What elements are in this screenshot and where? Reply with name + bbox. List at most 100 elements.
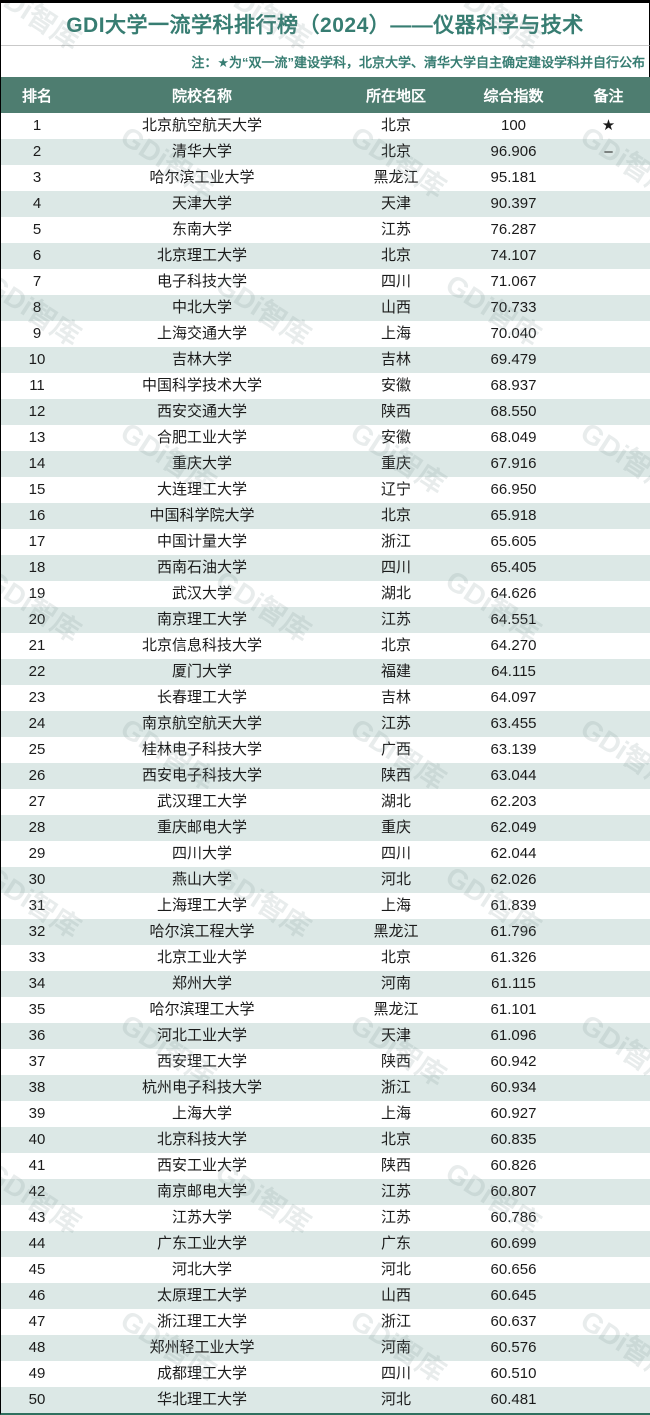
university-name-cell: 南京理工大学 (156, 611, 247, 628)
region-cell: 上海 (380, 325, 411, 342)
region-cell: 江苏 (380, 1183, 411, 1200)
note-cell (566, 919, 650, 945)
note-cell (566, 1309, 650, 1335)
note-cell (566, 1101, 650, 1127)
region-cell: 北京 (380, 117, 411, 134)
note-cell (566, 321, 650, 347)
table-row: 39 上海大学 上海 60.927 (1, 1101, 650, 1127)
rank-cell: 5 (32, 221, 42, 238)
university-name-cell: 华北理工大学 (156, 1391, 247, 1408)
rank-cell: 35 (28, 1001, 46, 1018)
index-cell: 60.510 (490, 1365, 537, 1382)
university-name-cell: 河北大学 (171, 1261, 232, 1278)
region-cell: 安徽 (380, 429, 411, 446)
table-row: 38 杭州电子科技大学 浙江 60.934 (1, 1075, 650, 1101)
note-cell (566, 503, 650, 529)
region-cell: 江苏 (380, 611, 411, 628)
index-cell: 64.270 (490, 637, 537, 654)
region-cell: 上海 (380, 1105, 411, 1122)
university-name-cell: 重庆邮电大学 (156, 819, 247, 836)
note-cell (566, 1387, 650, 1413)
rank-cell: 28 (28, 819, 46, 836)
university-name-cell: 桂林电子科技大学 (141, 741, 262, 758)
rank-cell: 38 (28, 1079, 46, 1096)
index-cell: 64.626 (490, 585, 537, 602)
university-name-cell: 北京工业大学 (156, 949, 247, 966)
index-cell: 60.826 (490, 1157, 537, 1174)
index-cell: 61.101 (490, 1001, 537, 1018)
rank-cell: 22 (28, 663, 46, 680)
note-cell (566, 1049, 650, 1075)
region-cell: 山西 (380, 1287, 411, 1304)
rank-cell: 9 (32, 325, 42, 342)
note-cell (566, 295, 650, 321)
note-cell (566, 425, 650, 451)
university-name-cell: 厦门大学 (171, 663, 232, 680)
table-row: 10 吉林大学 吉林 69.479 (1, 347, 650, 373)
rank-cell: 13 (28, 429, 46, 446)
index-cell: 70.040 (490, 325, 537, 342)
rank-cell: 50 (28, 1391, 46, 1408)
region-cell: 江苏 (380, 221, 411, 238)
rank-cell: 21 (28, 637, 46, 654)
index-cell: 60.576 (490, 1339, 537, 1356)
index-cell: 67.916 (490, 455, 537, 472)
index-cell: 68.937 (490, 377, 537, 394)
region-cell: 河南 (380, 975, 411, 992)
table-row: 37 西安理工大学 陕西 60.942 (1, 1049, 650, 1075)
index-cell: 62.044 (490, 845, 537, 862)
note-cell (566, 477, 650, 503)
rank-cell: 36 (28, 1027, 46, 1044)
index-cell: 100 (500, 117, 527, 134)
index-cell: 68.550 (490, 403, 537, 420)
university-name-cell: 上海交通大学 (156, 325, 247, 342)
region-cell: 河北 (380, 871, 411, 888)
note-cell (566, 841, 650, 867)
table-body: 1 北京航空航天大学 北京 100 ★ 2 清华大学 北京 96.906–3 哈尔滨工业大学 黑龙江… (1, 113, 650, 1413)
table-row: 36 河北工业大学 天津 61.096 (1, 1023, 650, 1049)
note-cell (566, 1023, 650, 1049)
region-cell: 重庆 (380, 819, 411, 836)
index-cell: 69.479 (490, 351, 537, 368)
rank-cell: 49 (28, 1365, 46, 1382)
index-cell: 60.807 (490, 1183, 537, 1200)
university-name-cell: 北京科技大学 (156, 1131, 247, 1148)
university-name-cell: 东南大学 (171, 221, 232, 238)
note-cell (566, 373, 650, 399)
table-row: 15 大连理工大学 辽宁 66.950 (1, 477, 650, 503)
index-cell: 61.796 (490, 923, 537, 940)
index-cell: 62.203 (490, 793, 537, 810)
university-name-cell: 上海理工大学 (156, 897, 247, 914)
rank-cell: 3 (32, 169, 42, 186)
index-cell: 95.181 (490, 169, 537, 186)
rank-cell: 42 (28, 1183, 46, 1200)
index-cell: 60.934 (490, 1079, 537, 1096)
university-name-cell: 西安工业大学 (156, 1157, 247, 1174)
note-cell (566, 659, 650, 685)
table-row: 23 长春理工大学 吉林 64.097 (1, 685, 650, 711)
note-cell (566, 529, 650, 555)
table-row: 8 中北大学 山西 70.733 (1, 295, 650, 321)
index-cell: 60.645 (490, 1287, 537, 1304)
index-cell: 65.918 (490, 507, 537, 524)
table-row: 13 合肥工业大学 安徽 68.049 (1, 425, 650, 451)
university-name-cell: 中国科学技术大学 (141, 377, 262, 394)
university-name-cell: 长春理工大学 (156, 689, 247, 706)
note-cell (566, 1153, 650, 1179)
index-cell: 76.287 (490, 221, 537, 238)
university-name-cell: 北京航空航天大学 (141, 117, 262, 134)
university-name-cell: 北京信息科技大学 (141, 637, 262, 654)
index-cell: 68.049 (490, 429, 537, 446)
university-name-cell: 电子科技大学 (156, 273, 247, 290)
index-cell: 60.656 (490, 1261, 537, 1278)
region-cell: 浙江 (380, 533, 411, 550)
region-cell: 北京 (380, 949, 411, 966)
region-cell: 天津 (380, 195, 411, 212)
rank-cell: 14 (28, 455, 46, 472)
table-row: 4 天津大学 天津 90.397 (1, 191, 650, 217)
index-cell: 61.326 (490, 949, 537, 966)
table-row: 30 燕山大学 河北 62.026 (1, 867, 650, 893)
region-cell: 陕西 (380, 767, 411, 784)
table-row: 19 武汉大学 湖北 64.626 (1, 581, 650, 607)
